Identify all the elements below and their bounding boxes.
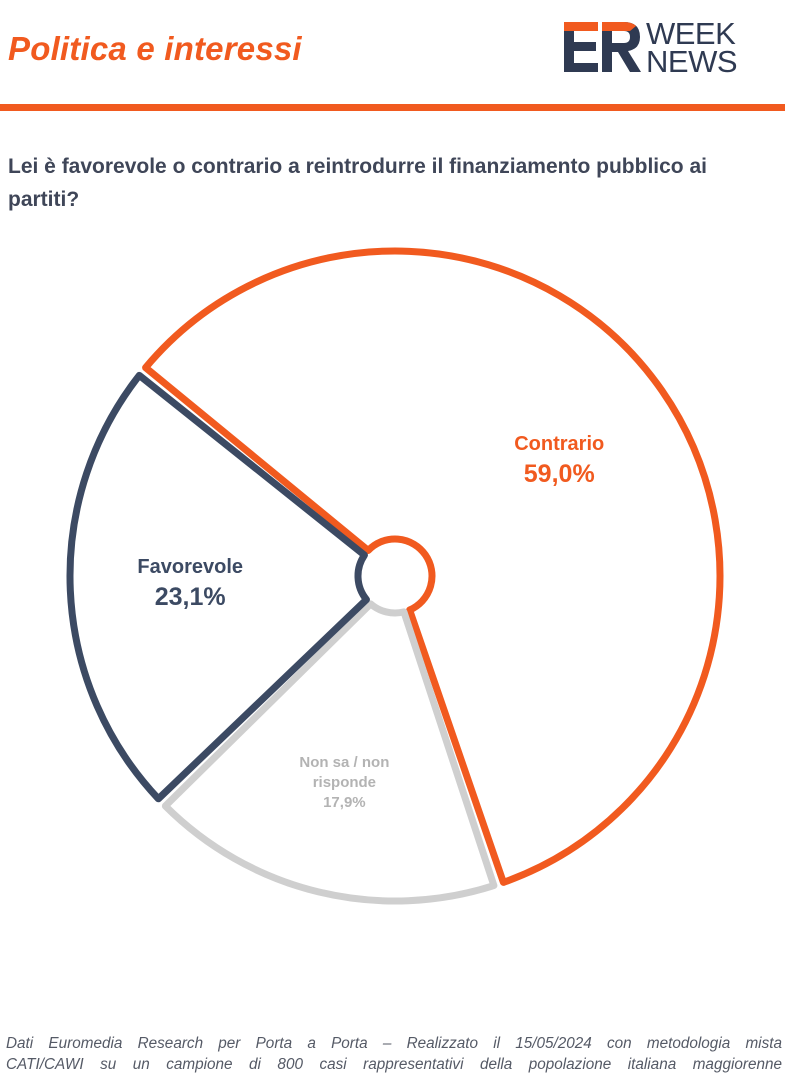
logo-word-week: WEEK (646, 16, 736, 51)
pie-slice-contrario (142, 247, 724, 886)
pie-chart: Contrario 59,0% Non sa / non risponde 17,9% F… (66, 247, 724, 905)
slice-label-0: Contrario 59,0% (514, 433, 604, 488)
logo-word-news: NEWS (646, 44, 738, 79)
footnote: Dati Euromedia Research per Porta a Port… (6, 1033, 782, 1075)
slice-label-1: Non sa / non risponde 17,9% (299, 754, 389, 811)
slice-label-2: Favorevole 23,1% (137, 556, 243, 611)
er-logo-icon (564, 22, 641, 72)
page-title: Politica e interessi (8, 30, 302, 67)
pie-slice-non-sa-non-risponde (161, 600, 498, 905)
header-rule (0, 104, 785, 111)
er-week-news-logo: WEEK NEWS (562, 18, 780, 78)
pie-slice-favorevole (66, 371, 370, 803)
header: Politica e interessi WEEK NEWS (0, 0, 785, 112)
survey-question: Lei è favorevole o contrario a reintrodu… (8, 155, 707, 211)
footnote-line-1: Dati Euromedia Research per Porta a Port… (6, 1035, 782, 1052)
footnote-line-2: CATI/CAWI su un campione di 800 casi rap… (6, 1056, 782, 1073)
